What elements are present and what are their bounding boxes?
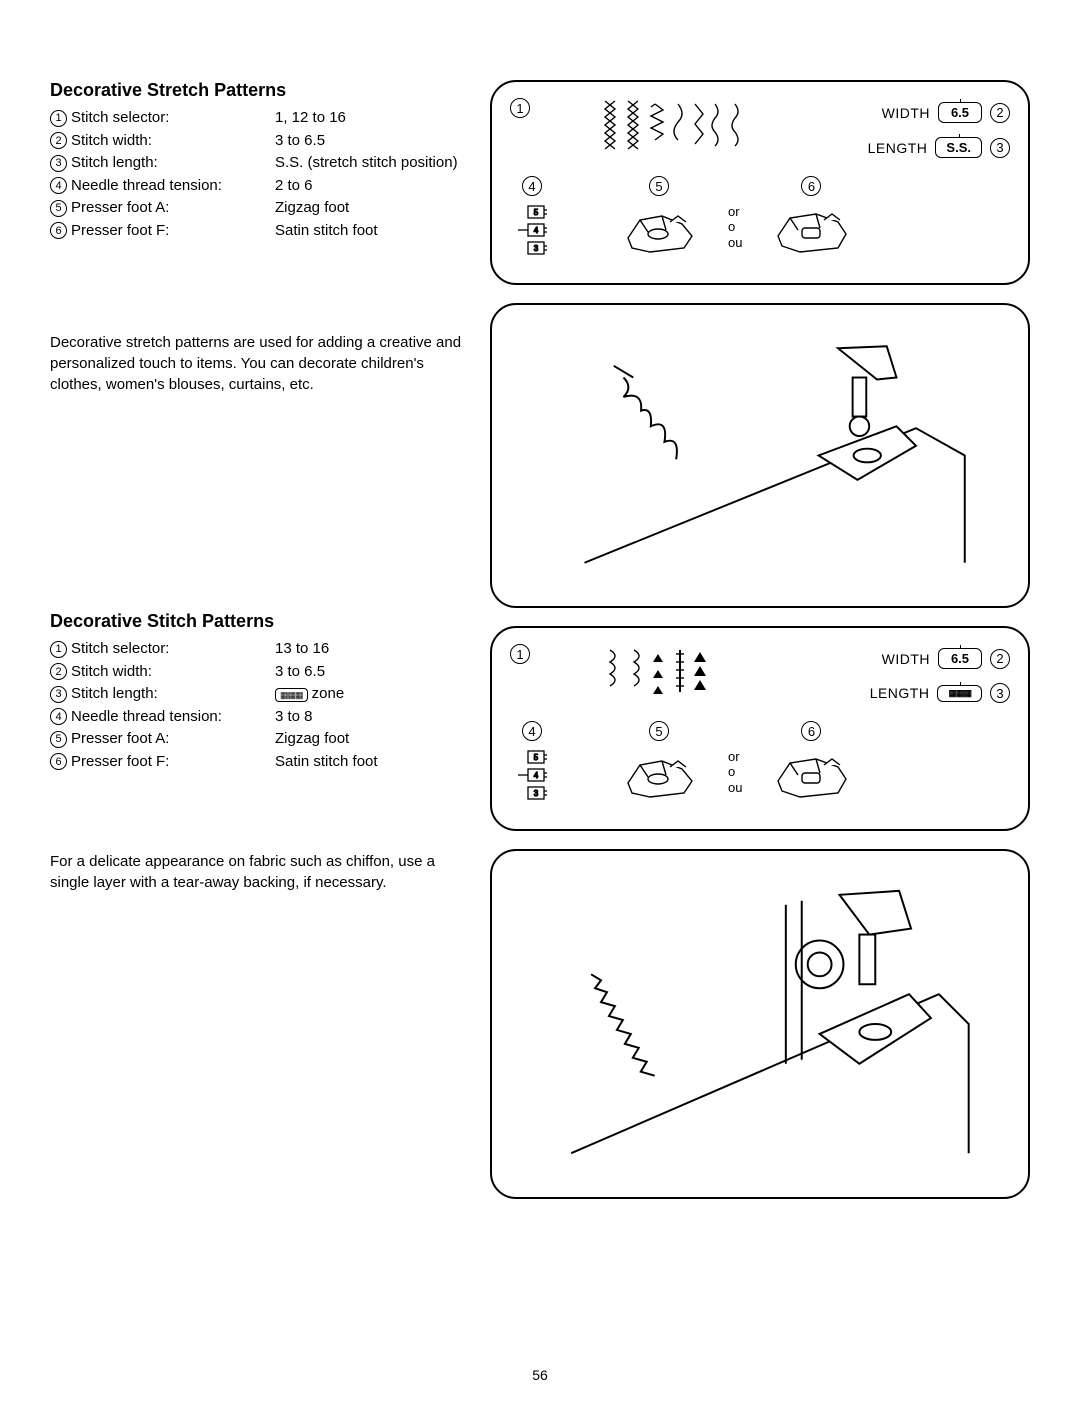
list-item: 1Stitch selector: 13 to 16 bbox=[50, 638, 470, 661]
list-item: 3Stitch length: ▦▦▦ zone bbox=[50, 683, 470, 706]
callout-6: 6 bbox=[801, 721, 821, 741]
list-item: 4Needle thread tension: 3 to 8 bbox=[50, 706, 470, 729]
callout-3: 3 bbox=[990, 683, 1010, 703]
svg-text:4: 4 bbox=[534, 771, 539, 780]
width-row: WIDTH 6.5 2 bbox=[830, 102, 1010, 123]
length-value-box: S.S. bbox=[935, 137, 982, 158]
section-stretch: Decorative Stretch Patterns 1Stitch sele… bbox=[50, 80, 470, 395]
sewing-illustration-icon bbox=[510, 865, 1010, 1183]
zigzag-foot-icon bbox=[620, 202, 698, 260]
width-row: WIDTH 6.5 2 bbox=[830, 648, 1010, 669]
svg-text:5: 5 bbox=[534, 208, 539, 217]
callout-6: 6 bbox=[801, 176, 821, 196]
stitch-samples-icon bbox=[542, 642, 818, 700]
settings-list-2: 1Stitch selector: 13 to 16 2Stitch width… bbox=[50, 638, 470, 773]
heading-stitch: Decorative Stitch Patterns bbox=[50, 611, 470, 632]
callout-2: 2 bbox=[990, 649, 1010, 669]
callout-5: 5 bbox=[649, 176, 669, 196]
satin-foot-icon bbox=[772, 747, 850, 805]
svg-text:4: 4 bbox=[534, 226, 539, 235]
sewing-illustration-icon bbox=[510, 319, 1010, 592]
panel-settings-stretch: 1 WIDTH 6.5 2 bbox=[490, 80, 1030, 285]
tension-dial-icon: 5 4 3 bbox=[514, 747, 550, 805]
stitch-samples-icon bbox=[542, 96, 818, 154]
section-stitch: Decorative Stitch Patterns 1Stitch selec… bbox=[50, 611, 470, 893]
description-stitch: For a delicate appearance on fabric such… bbox=[50, 851, 470, 893]
length-row: LENGTH ▦▦▦ 3 bbox=[830, 683, 1010, 703]
zigzag-foot-icon bbox=[620, 747, 698, 805]
list-item: 5Presser foot A: Zigzag foot bbox=[50, 197, 470, 220]
right-column: 1 WIDTH 6.5 2 bbox=[490, 80, 1030, 1199]
panel-illustration-stretch bbox=[490, 303, 1030, 608]
left-column: Decorative Stretch Patterns 1Stitch sele… bbox=[50, 80, 470, 1199]
description-stretch: Decorative stretch patterns are used for… bbox=[50, 332, 470, 395]
panel-illustration-stitch bbox=[490, 849, 1030, 1199]
length-row: LENGTH S.S. 3 bbox=[830, 137, 1010, 158]
tension-dial-icon: 5 4 3 bbox=[514, 202, 550, 260]
list-item: 1Stitch selector: 1, 12 to 16 bbox=[50, 107, 470, 130]
svg-text:3: 3 bbox=[534, 244, 539, 253]
callout-2: 2 bbox=[990, 103, 1010, 123]
list-item: 2Stitch width: 3 to 6.5 bbox=[50, 661, 470, 684]
width-value-box: 6.5 bbox=[938, 102, 982, 123]
callout-1: 1 bbox=[510, 98, 530, 118]
svg-text:5: 5 bbox=[534, 753, 539, 762]
list-item: 6Presser foot F: Satin stitch foot bbox=[50, 751, 470, 774]
svg-text:3: 3 bbox=[534, 789, 539, 798]
settings-list-1: 1Stitch selector: 1, 12 to 16 2Stitch wi… bbox=[50, 107, 470, 242]
list-item: 6Presser foot F: Satin stitch foot bbox=[50, 220, 470, 243]
callout-1: 1 bbox=[510, 644, 530, 664]
callout-4: 4 bbox=[522, 176, 542, 196]
page-number: 56 bbox=[532, 1367, 548, 1383]
length-value-box: ▦▦▦ bbox=[937, 685, 982, 702]
hatch-icon: ▦▦▦ bbox=[275, 688, 308, 702]
callout-4: 4 bbox=[522, 721, 542, 741]
list-item: 3Stitch length: S.S. (stretch stitch pos… bbox=[50, 152, 470, 175]
panel-settings-stitch: 1 bbox=[490, 626, 1030, 831]
list-item: 5Presser foot A: Zigzag foot bbox=[50, 728, 470, 751]
page-layout: Decorative Stretch Patterns 1Stitch sele… bbox=[50, 80, 1030, 1199]
heading-stretch: Decorative Stretch Patterns bbox=[50, 80, 470, 101]
list-item: 4Needle thread tension: 2 to 6 bbox=[50, 175, 470, 198]
callout-3: 3 bbox=[990, 138, 1010, 158]
callout-5: 5 bbox=[649, 721, 669, 741]
or-label: or o ou bbox=[728, 749, 742, 796]
width-value-box: 6.5 bbox=[938, 648, 982, 669]
satin-foot-icon bbox=[772, 202, 850, 260]
or-label: or o ou bbox=[728, 204, 742, 251]
list-item: 2Stitch width: 3 to 6.5 bbox=[50, 130, 470, 153]
